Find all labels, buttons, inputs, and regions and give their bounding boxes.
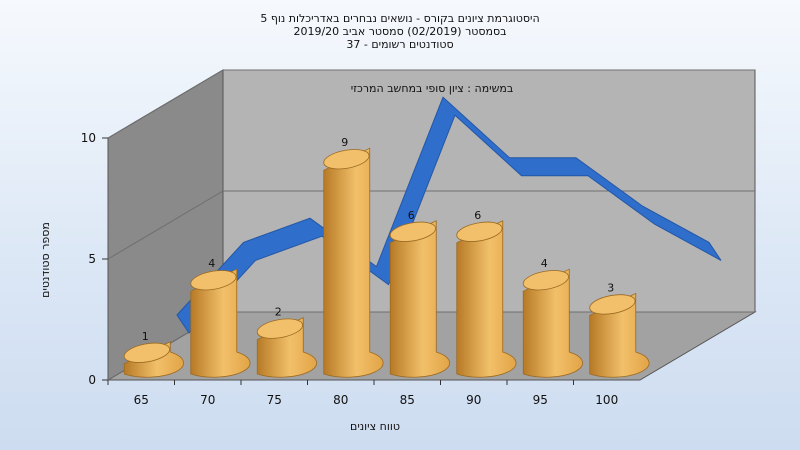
data-label: 3 bbox=[607, 281, 614, 294]
x-tick-label: 95 bbox=[533, 393, 548, 407]
bar-body bbox=[522, 268, 583, 378]
chart-title-line-2: בסמסטר (02/2019) סמסטר אביב 2019/20 bbox=[293, 25, 506, 38]
bar-top bbox=[456, 221, 503, 242]
data-label: 1 bbox=[142, 330, 149, 343]
bar-group bbox=[123, 147, 650, 378]
gridline bbox=[107, 190, 755, 260]
data-label: 4 bbox=[208, 257, 215, 270]
trend-ribbon bbox=[176, 96, 722, 334]
x-tick-label: 75 bbox=[267, 393, 282, 407]
x-axis-label: טווח ציונים bbox=[350, 420, 400, 433]
y-axis-label: מספר סטודנטים bbox=[39, 222, 52, 298]
bar-body bbox=[456, 220, 517, 378]
bar bbox=[522, 268, 583, 378]
chart-subtitle: במשימה : ציון סופי במחשב המרכזי bbox=[351, 82, 514, 95]
bar bbox=[456, 220, 517, 378]
bar bbox=[256, 316, 317, 378]
bar-top bbox=[323, 149, 370, 170]
x-tick-label: 85 bbox=[400, 393, 415, 407]
bar bbox=[389, 220, 450, 378]
chart-title-line-1: היסטוגרמת ציונים בקורס - נושאים נבחרים ב… bbox=[260, 12, 539, 25]
x-tick-label: 65 bbox=[134, 393, 149, 407]
bar-body bbox=[323, 147, 384, 378]
chart-text: היסטוגרמת ציונים בקורס - נושאים נבחרים ב… bbox=[39, 12, 618, 433]
x-tick-label: 70 bbox=[200, 393, 215, 407]
bar-top bbox=[123, 342, 171, 363]
bar-body bbox=[389, 220, 450, 378]
bar-top bbox=[589, 294, 636, 315]
bar bbox=[123, 341, 184, 378]
y-tick-label: 10 bbox=[81, 131, 96, 145]
bar-top bbox=[522, 270, 570, 291]
ribbon-series bbox=[176, 96, 722, 334]
data-label: 4 bbox=[541, 257, 548, 270]
data-label: 6 bbox=[408, 209, 415, 222]
x-tick-label: 80 bbox=[333, 393, 348, 407]
bar-top bbox=[256, 318, 304, 339]
x-tick-label: 90 bbox=[466, 393, 481, 407]
bar-body bbox=[190, 268, 251, 378]
y-tick-label: 0 bbox=[88, 373, 96, 387]
x-tick-label: 100 bbox=[595, 393, 618, 407]
data-label: 9 bbox=[341, 136, 348, 149]
gridline bbox=[107, 69, 755, 139]
data-label: 6 bbox=[474, 209, 481, 222]
bar bbox=[323, 147, 384, 378]
bar-top bbox=[190, 270, 237, 291]
y-tick-label: 5 bbox=[88, 252, 96, 266]
chart-title-line-3: סטודנטים רשומים - 37 bbox=[346, 38, 453, 51]
data-label: 2 bbox=[275, 306, 282, 319]
bar-top bbox=[389, 221, 437, 242]
bar bbox=[190, 268, 251, 378]
bar-body bbox=[256, 316, 317, 378]
bar bbox=[589, 292, 650, 378]
